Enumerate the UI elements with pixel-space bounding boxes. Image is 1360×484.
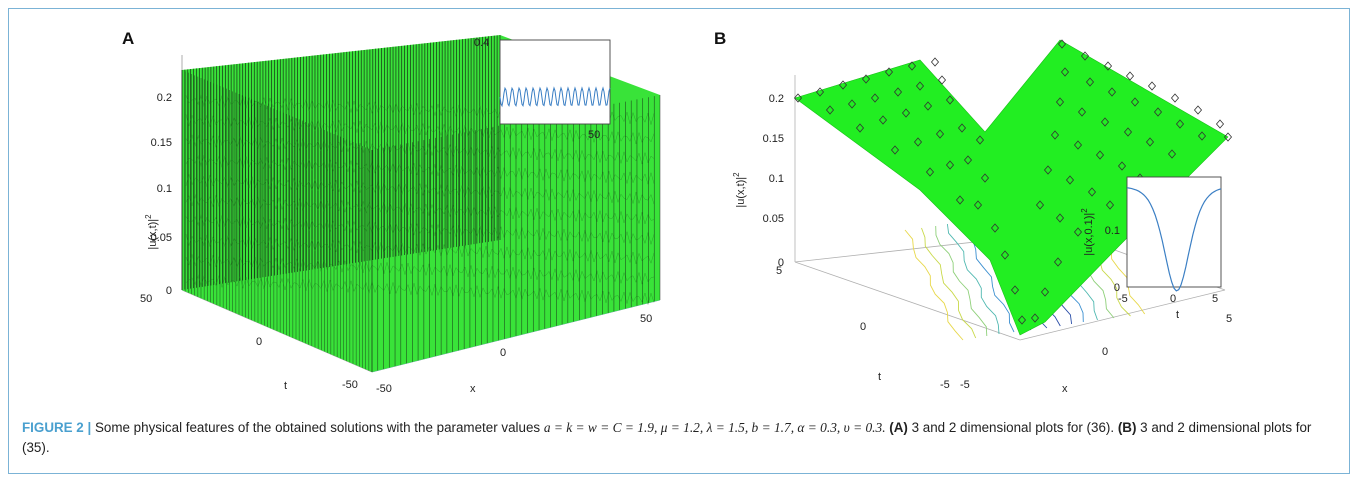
panel-a-z-ticks: 0 0.05 0.1 0.15 0.2 (151, 92, 172, 297)
panel-b-inset-ytick-1: 0.1 (1105, 225, 1120, 237)
panel-a-xtick-0: -50 (376, 383, 392, 395)
panel-b-inset-ylabel: |u(x,0.1)|2 (1080, 208, 1095, 256)
figure-caption: FIGURE 2 | Some physical features of the… (22, 418, 1340, 458)
panel-a-xlabel: x (470, 383, 476, 395)
panel-b-ttick-2: -5 (940, 379, 950, 391)
panel-b-ztick-1: 0.05 (763, 213, 784, 225)
caption-lead: FIGURE 2 | (22, 420, 92, 435)
panel-b-inset-xlabel: t (1176, 309, 1179, 321)
panel-a-x-ticks: -50 0 50 (376, 313, 652, 395)
panel-a-ttick-2: -50 (342, 379, 358, 391)
panel-b-ttick-0: 5 (776, 265, 782, 277)
caption-text-a: 3 and 2 dimensional plots for (36). (911, 420, 1115, 435)
panel-a-inset: 0.4 50 (474, 37, 611, 141)
panel-a-ztick-3: 0.15 (151, 137, 172, 149)
panel-b-xtick-1: 0 (1102, 346, 1108, 358)
panel-b-xtick-0: -5 (960, 379, 970, 391)
panel-a-ztick-4: 0.2 (157, 92, 172, 104)
panel-a-ztick-1: 0.05 (151, 232, 172, 244)
panel-a-ztick-0: 0 (166, 285, 172, 297)
panel-b-inset-xtick-1: 0 (1170, 293, 1176, 305)
caption-text-b: 3 and 2 dimensional plots for (35). (22, 420, 1312, 455)
panel-b-zlabel: |u(x,t)|2 (732, 172, 747, 208)
panel-b-inset-xtick-2: 5 (1212, 293, 1218, 305)
panel-b-letter: B (714, 29, 726, 48)
panel-b-z-ticks: 0 0.05 0.1 0.15 0.2 (763, 93, 784, 269)
panel-a-ztick-2: 0.1 (157, 183, 172, 195)
panel-a-letter: A (122, 29, 134, 48)
caption-params: a = k = w = C = 1.9, μ = 1.2, λ = 1.5, b… (543, 420, 886, 435)
panel-a-xtick-1: 0 (500, 347, 506, 359)
panel-a-zlabel: |u(x,t)|2 (144, 214, 159, 250)
panel-b-ztick-4: 0.2 (769, 93, 784, 105)
panel-a-inset-ytick: 0.4 (474, 37, 489, 49)
panel-b-inset: 0 0.1 |u(x,0.1)|2 -5 0 5 t (1080, 176, 1222, 321)
panel-a-xtick-2: 50 (640, 313, 652, 325)
panel-b-ztick-2: 0.1 (769, 173, 784, 185)
panel-b-xlabel: x (1062, 383, 1068, 395)
caption-ref-b: (B) (1117, 420, 1137, 435)
panel-a-inset-xtick: 50 (588, 129, 600, 141)
panel-b-xtick-2: 5 (1226, 313, 1232, 325)
panel-b-x-ticks: -5 0 5 (960, 313, 1232, 391)
panel-b-ztick-3: 0.15 (763, 133, 784, 145)
panel-b-ztick-0: 0 (778, 257, 784, 269)
panel-a: A 0 0.05 0.1 0.15 0.2 |u(x,t)|2 50 0 -50 (122, 29, 661, 395)
panel-b-ttick-1: 0 (860, 321, 866, 333)
panel-a-t-ticks: 50 0 -50 (140, 293, 358, 391)
caption-text: Some physical features of the obtained s… (94, 420, 541, 435)
panel-b-tlabel: t (878, 371, 881, 383)
panel-b-inset-ytick-0: 0 (1114, 282, 1120, 294)
panel-b-surface-markers (793, 39, 1233, 325)
panel-b: B 0 0.05 0.1 0.15 0.2 |u(x,t)|2 5 0 -5 (714, 29, 1232, 395)
figure-panels: A 0 0.05 0.1 0.15 0.2 |u(x,t)|2 50 0 -50 (122, 29, 1232, 395)
caption-ref-a: (A) (889, 420, 908, 435)
panel-b-t-ticks: 5 0 -5 (776, 265, 950, 391)
panel-b-inset-xtick-0: -5 (1118, 293, 1128, 305)
panel-a-ttick-0: 50 (140, 293, 152, 305)
panel-a-tlabel: t (284, 380, 287, 392)
panel-a-ttick-1: 0 (256, 336, 262, 348)
